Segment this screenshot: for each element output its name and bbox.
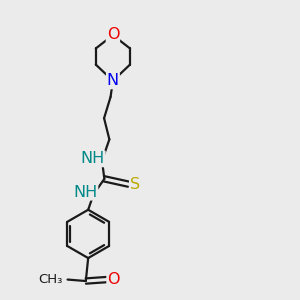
- Text: O: O: [107, 27, 119, 42]
- Text: NH: NH: [80, 151, 105, 166]
- Text: N: N: [107, 73, 119, 88]
- Text: CH₃: CH₃: [38, 273, 62, 286]
- Text: O: O: [107, 272, 120, 287]
- Text: S: S: [130, 177, 140, 192]
- Text: NH: NH: [73, 184, 97, 200]
